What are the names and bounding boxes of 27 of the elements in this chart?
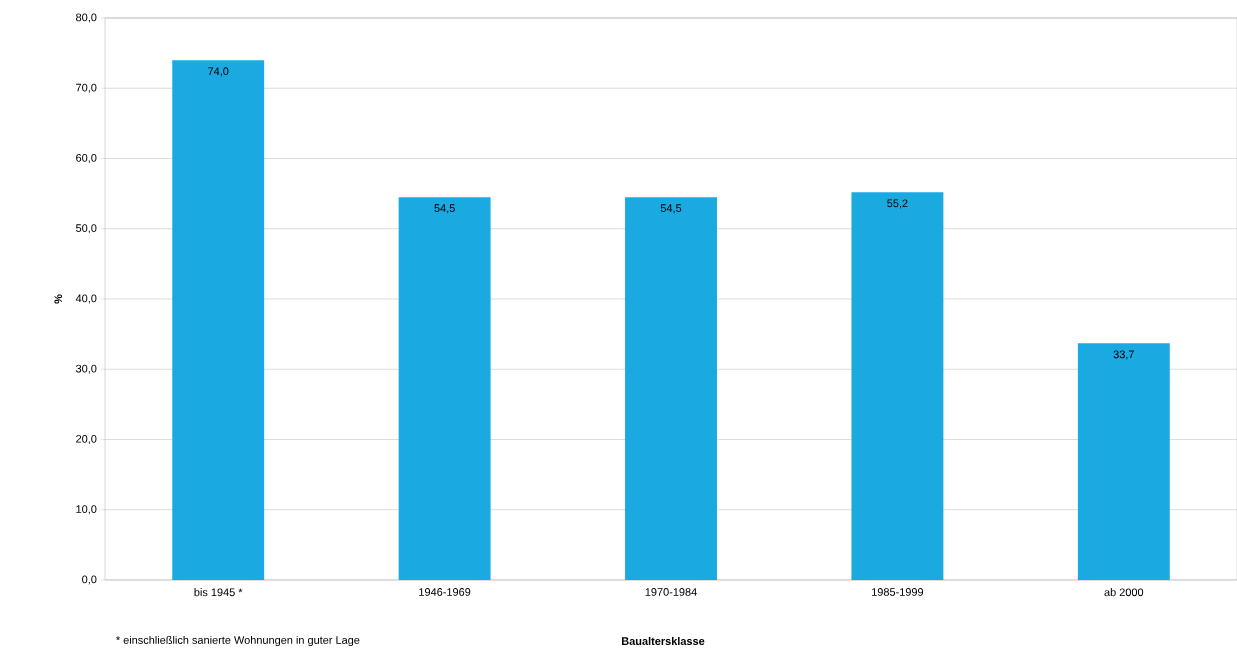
x-tick-label: 1985-1999: [872, 588, 924, 596]
bar: [172, 60, 265, 580]
bar: [1077, 343, 1170, 580]
data-label: 55,2: [887, 199, 908, 209]
y-tick-label: 60,0: [76, 153, 97, 164]
y-tick-label: 50,0: [76, 224, 97, 234]
bar: [398, 197, 491, 580]
data-label: 54,5: [660, 204, 682, 214]
y-tick-label: 10,0: [76, 505, 97, 515]
y-tick-label: 40,0: [75, 294, 97, 304]
y-tick-label: 80,0: [76, 13, 97, 23]
y-tick-label: 0,0: [82, 575, 97, 585]
y-axis-title: %: [54, 294, 63, 304]
bar: [625, 197, 717, 580]
x-tick-label: 1946-1969: [419, 588, 471, 596]
y-tick-label: 20,0: [76, 434, 97, 445]
bar: [851, 192, 944, 580]
y-tick-label: 30,0: [76, 364, 97, 374]
data-label: 74,0: [208, 67, 229, 77]
x-axis-title: Baualtersklasse: [622, 636, 705, 646]
x-tick-label: bis 1945 *: [194, 588, 243, 597]
y-tick-label: 70,0: [76, 83, 97, 93]
x-tick-label: 1970-1984: [645, 588, 697, 596]
data-label: 54,5: [434, 204, 455, 214]
x-tick-label: ab 2000: [1104, 588, 1144, 597]
text: * einschließlich sanierte Wohnungen in guter Lage: [116, 635, 360, 647]
data-label: 33,7: [1113, 350, 1134, 360]
